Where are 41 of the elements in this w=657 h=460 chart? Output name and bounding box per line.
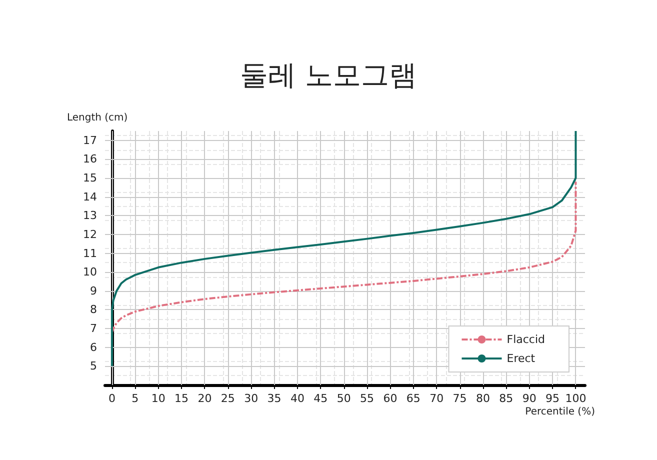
x-tick-label: 55 xyxy=(360,392,374,405)
y-tick-label: 5 xyxy=(90,360,97,373)
x-tick-label: 25 xyxy=(220,392,235,405)
x-tick-label: 60 xyxy=(383,392,398,405)
y-tick-label: 6 xyxy=(90,340,97,354)
x-tick-label: 75 xyxy=(452,392,467,405)
x-tick-label: 65 xyxy=(406,392,420,405)
y-tick-label: 16 xyxy=(83,152,97,166)
x-tick-label: 0 xyxy=(108,392,116,405)
y-axis-title: Length (cm) xyxy=(66,112,128,124)
y-tick-label: 17 xyxy=(83,134,97,147)
y-tick-label: 15 xyxy=(83,172,97,185)
y-tick-label: 9 xyxy=(90,284,97,298)
y-tick-label: 12 xyxy=(83,228,97,241)
x-tick-label: 85 xyxy=(499,392,514,405)
line-series xyxy=(110,130,577,368)
x-tick-label: 70 xyxy=(430,392,444,405)
x-tick-label: 35 xyxy=(267,392,282,405)
y-tick-label: 13 xyxy=(83,209,97,222)
legend-label: Flaccid xyxy=(506,333,546,346)
x-tick-label: 15 xyxy=(174,392,189,405)
chart-title: 둘레 노모그램 xyxy=(240,58,417,92)
x-tick-label: 80 xyxy=(476,392,490,405)
y-tick-label: 14 xyxy=(83,190,97,204)
x-tick-label: 30 xyxy=(244,392,258,405)
y-tick-label: 11 xyxy=(83,246,97,260)
x-tick-label: 20 xyxy=(198,392,212,405)
x-tick-label: 10 xyxy=(151,392,166,405)
y-tick-label: 10 xyxy=(83,266,97,279)
x-tick-label: 95 xyxy=(546,392,560,405)
y-tick-label: 8 xyxy=(90,303,97,316)
y-tick-label: 7 xyxy=(90,322,97,336)
line-series xyxy=(110,180,577,334)
x-tick-label: 40 xyxy=(290,392,304,405)
x-tick-label: 5 xyxy=(132,392,139,405)
x-axis-title: Percentile (%) xyxy=(525,406,596,418)
x-tick-label: 100 xyxy=(565,392,586,405)
x-tick-label: 45 xyxy=(314,392,328,405)
legend-label: Erect xyxy=(506,352,536,365)
x-tick-label: 90 xyxy=(522,392,536,405)
x-tick-label: 50 xyxy=(336,392,351,405)
